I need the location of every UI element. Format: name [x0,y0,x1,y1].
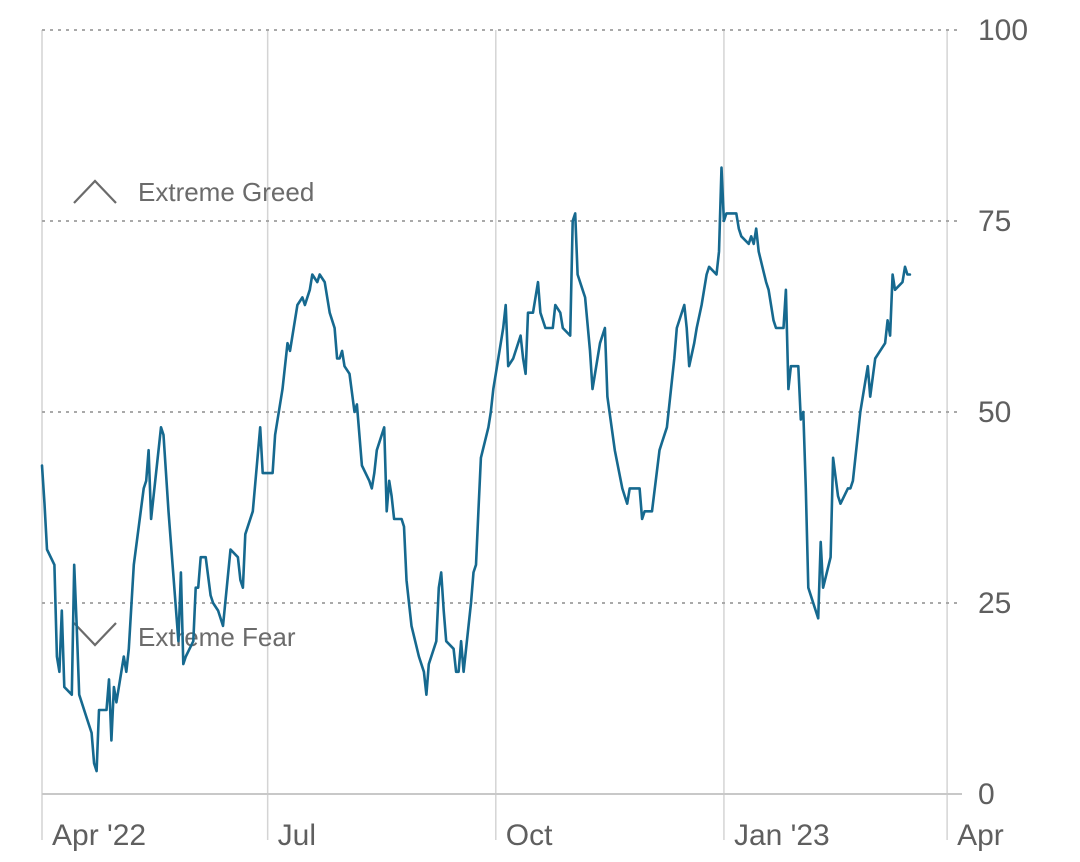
chevron-up-icon [73,179,117,204]
zone-label: Extreme Greed [138,177,314,207]
x-tick-label: Oct [506,819,553,852]
y-tick-label: 0 [978,778,995,811]
x-tick-label: Jul [278,819,316,852]
zone-label: Extreme Fear [138,622,296,652]
y-tick-label: 50 [978,396,1011,429]
chevron-down-icon [73,622,117,647]
y-tick-label: 25 [978,587,1011,620]
grid-layer [41,29,962,840]
series-line [40,166,912,773]
zone-labels: Extreme Greed Extreme Fear [73,177,314,652]
x-tick-label: Jan '23 [734,819,830,852]
x-tick-label: Apr [957,819,1004,852]
y-tick-label: 100 [978,14,1028,47]
y-tick-label: 75 [978,205,1011,238]
x-tick-label: Apr '22 [52,819,146,852]
y-axis-ticks: 0 25 50 75 100 [978,14,1028,811]
x-axis-ticks: Apr '22 Jul Oct Jan '23 Apr [52,819,1004,852]
series-layer [40,166,912,773]
